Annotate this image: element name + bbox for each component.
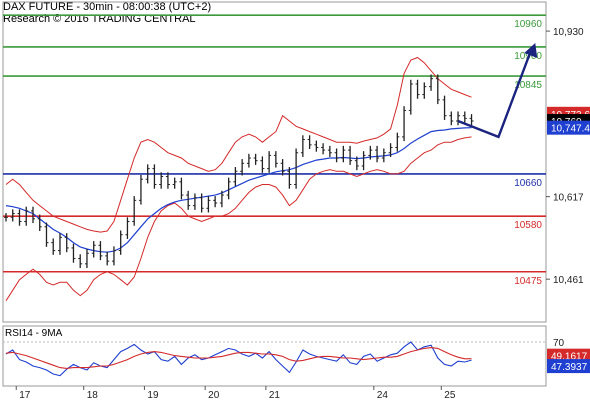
price-badge — [547, 120, 590, 135]
x-tick-label: 25 — [444, 390, 456, 400]
rsi-y-tick-label: 70 — [553, 338, 565, 349]
level-label-10845: 10845 — [514, 80, 542, 91]
y-tick-label: 10,617 — [553, 193, 584, 204]
y-tick-label: 10,930 — [553, 27, 584, 38]
rsi-panel-title: RSI14 - 9MA — [5, 328, 63, 339]
lower-bollinger-band — [5, 136, 472, 302]
x-tick-label: 21 — [269, 390, 281, 400]
chart-title: DAX FUTURE - 30min - 08:00:38 (UTC+2) — [3, 1, 212, 13]
level-label-10660: 10660 — [514, 178, 542, 189]
rsi-series-line — [5, 341, 472, 377]
rsi-badge-label: 49.1617 — [551, 352, 588, 363]
rsi-panel-frame — [2, 325, 547, 387]
x-tick-label: 20 — [208, 390, 220, 400]
level-label-10580: 10580 — [514, 220, 542, 231]
level-label-10960: 10960 — [514, 19, 542, 30]
upper-bollinger-band — [5, 56, 472, 233]
rsi-badge — [547, 359, 590, 374]
projection-arrow — [457, 46, 534, 139]
x-tick-label: 19 — [147, 390, 159, 400]
moving-average-line — [5, 127, 472, 253]
level-label-10475: 10475 — [514, 276, 542, 287]
price-badge-label: 10,747.4 — [551, 124, 590, 135]
x-tick-label: 24 — [377, 390, 389, 400]
projection-arrowhead — [524, 42, 538, 58]
rsi-badge-label: 47.3937 — [551, 362, 588, 373]
price-panel-frame — [2, 1, 547, 323]
x-tick-label: 18 — [87, 390, 99, 400]
rsi-series-line — [5, 347, 472, 369]
x-tick-label: 17 — [19, 390, 31, 400]
y-tick-label: 10,461 — [553, 275, 584, 286]
